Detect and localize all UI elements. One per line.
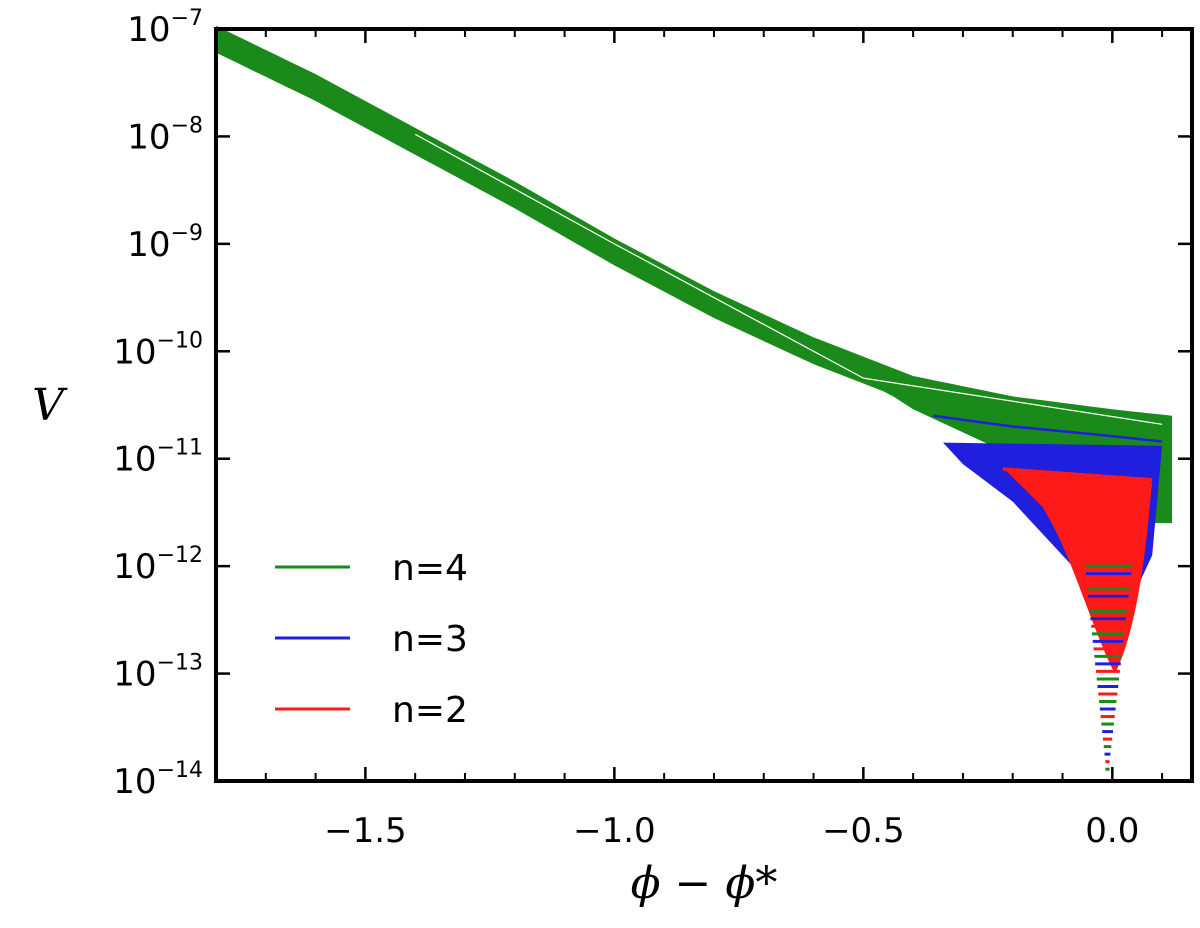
y-axis-label: V [32, 380, 68, 431]
band-gap-line [614, 243, 864, 379]
legend-label: n=2 [392, 690, 468, 731]
x-tick-label: −1.0 [573, 811, 656, 851]
series-band-n2 [1002, 467, 1153, 674]
plot-area [216, 25, 1173, 771]
series-band-n4 [216, 25, 1173, 524]
x-tick-labels: −1.5 −1.0 −0.5 0.0 [324, 811, 1139, 851]
legend-label: n=4 [392, 548, 468, 589]
y-tick-label: 10−14 [113, 758, 203, 802]
y-tick-label: 10−9 [127, 221, 203, 265]
y-tick-labels: 10−7 10−8 10−9 10−10 10−11 10−12 10−13 10−14 [113, 6, 203, 802]
x-tick-label: 0.0 [1085, 811, 1139, 851]
series-lines [215, 27, 1173, 487]
legend: n=4 n=3 n=2 [275, 548, 468, 731]
x-axis-label: ϕ − ϕ* [631, 858, 778, 909]
y-tick-label: 10−11 [113, 436, 203, 480]
y-tick-label: 10−8 [127, 113, 203, 157]
band-gap-line [863, 377, 1163, 425]
y-tick-label: 10−7 [127, 6, 203, 50]
x-tick-label: −1.5 [324, 811, 407, 851]
series-line-n4 [215, 27, 1173, 421]
y-tick-label: 10−13 [113, 651, 203, 695]
series-line-n3 [932, 414, 1163, 443]
legend-label: n=3 [392, 619, 468, 660]
y-tick-label: 10−10 [113, 328, 203, 372]
band-gap-line [414, 133, 615, 245]
ticks [215, 27, 1192, 783]
series-line-n2 [1002, 468, 1153, 487]
plot-frame [214, 27, 1194, 783]
x-tick-label: −0.5 [822, 811, 905, 851]
y-tick-label: 10−12 [113, 543, 203, 587]
